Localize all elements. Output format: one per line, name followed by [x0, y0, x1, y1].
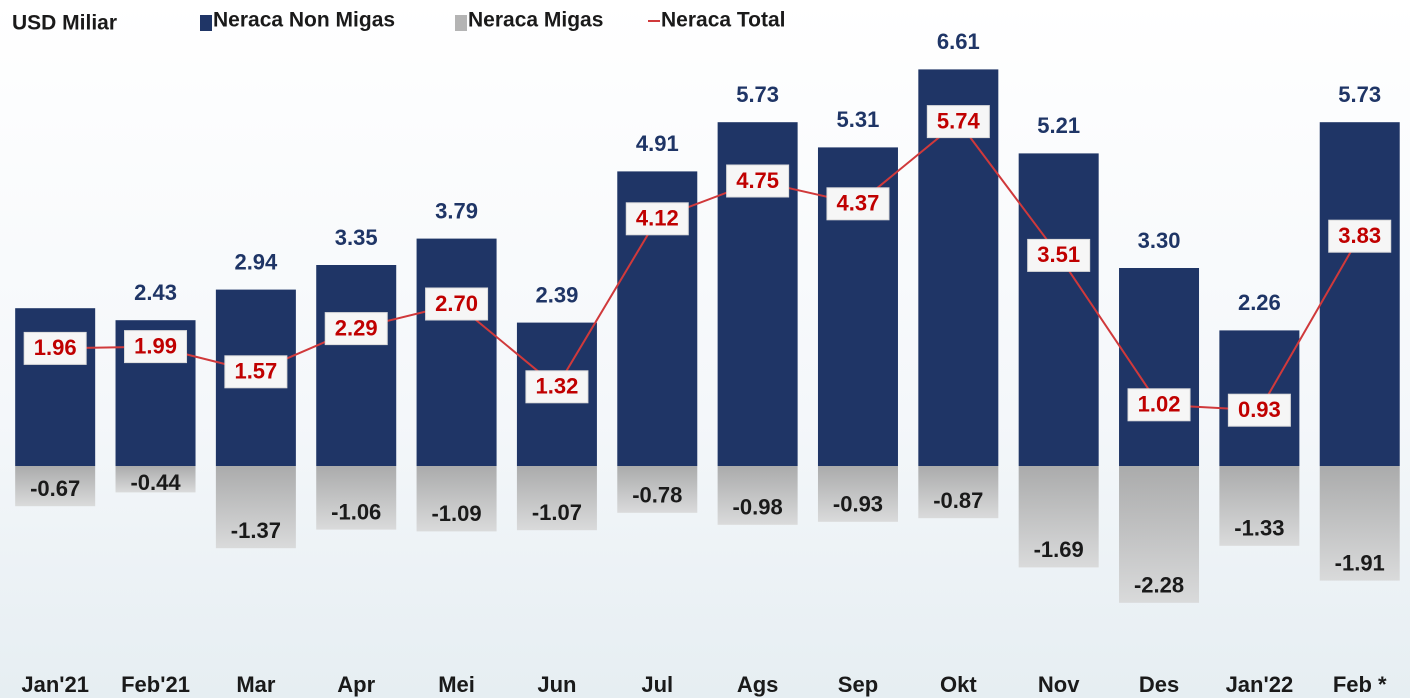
non-migas-label: 2.94	[234, 249, 278, 274]
migas-label: -1.69	[1034, 537, 1084, 562]
total-label: 5.74	[937, 108, 981, 133]
total-label-box	[625, 202, 689, 236]
migas-bar	[316, 466, 397, 530]
total-label: 0.93	[1238, 397, 1281, 422]
non-migas-label: 2.43	[134, 280, 177, 305]
migas-label: -0.67	[30, 476, 80, 501]
migas-bar	[416, 466, 497, 532]
total-label-box	[1328, 219, 1392, 253]
x-tick-label: Sep	[838, 672, 878, 697]
non-migas-label: 5.21	[1037, 113, 1080, 138]
total-label: 4.37	[837, 191, 880, 216]
total-label-box	[1127, 388, 1191, 422]
total-label: 4.75	[736, 168, 779, 193]
non-migas-label: 3.79	[435, 198, 478, 223]
legend-swatch	[455, 15, 467, 31]
migas-label: -0.44	[130, 470, 181, 495]
migas-bar	[617, 466, 698, 513]
migas-bar	[918, 466, 999, 519]
total-label: 2.70	[435, 291, 478, 316]
legend-swatch	[200, 15, 212, 31]
total-label-box	[926, 105, 990, 139]
migas-bar	[817, 466, 898, 522]
total-label-box	[1027, 238, 1091, 272]
total-label: 4.12	[636, 206, 679, 231]
total-label: 1.99	[134, 333, 177, 358]
non-migas-bar	[1319, 122, 1400, 466]
total-label-box	[23, 331, 87, 365]
total-label-box	[826, 187, 890, 221]
migas-label: -0.93	[833, 492, 883, 517]
non-migas-label: 2.39	[536, 282, 579, 307]
migas-bar	[1219, 466, 1300, 546]
non-migas-label: 3.30	[1138, 228, 1181, 253]
non-migas-label: 5.73	[736, 82, 779, 107]
migas-bar	[15, 466, 96, 507]
migas-bar	[516, 466, 597, 531]
legend-label: Neraca Migas	[468, 9, 603, 32]
migas-label: -1.07	[532, 500, 582, 525]
total-label: 2.29	[335, 315, 378, 340]
migas-bar	[1119, 466, 1200, 603]
migas-label: -0.98	[733, 495, 783, 520]
migas-bar	[115, 466, 196, 493]
x-tick-label: Mei	[438, 672, 475, 697]
total-label-box	[224, 355, 288, 389]
x-tick-label: Jun	[537, 672, 576, 697]
non-migas-bar	[15, 308, 96, 466]
total-label-box	[124, 330, 188, 364]
total-label-box	[1227, 393, 1291, 427]
migas-label: -1.33	[1234, 516, 1284, 541]
total-label-box	[726, 164, 790, 198]
total-label: 3.83	[1338, 223, 1381, 248]
non-migas-label: 5.31	[837, 107, 880, 132]
x-tick-label: Ags	[737, 672, 779, 697]
total-label-box	[425, 287, 489, 321]
x-tick-label: Des	[1139, 672, 1179, 697]
total-label: 1.02	[1138, 392, 1181, 417]
migas-label: -1.91	[1335, 550, 1385, 575]
x-tick-label: Nov	[1038, 672, 1080, 697]
x-tick-label: Feb'21	[121, 672, 190, 697]
x-tick-label: Jan'21	[21, 672, 89, 697]
legend-label: Neraca Total	[661, 9, 786, 32]
total-label-box	[525, 370, 589, 404]
migas-label: -1.09	[431, 501, 481, 526]
non-migas-bar	[1119, 268, 1200, 466]
migas-label: -1.06	[331, 499, 381, 524]
migas-bar	[1319, 466, 1400, 581]
x-tick-label: Okt	[940, 672, 977, 697]
non-migas-label: 4.91	[636, 131, 679, 156]
x-tick-label: Mar	[236, 672, 276, 697]
total-label: 1.96	[34, 335, 77, 360]
migas-bar	[1018, 466, 1099, 568]
non-migas-label: 5.73	[1338, 82, 1381, 107]
x-tick-label: Feb *	[1333, 672, 1387, 697]
x-tick-label: Apr	[337, 672, 375, 697]
total-label: 3.51	[1037, 242, 1080, 267]
non-migas-label: 6.61	[937, 29, 980, 54]
migas-bar	[717, 466, 798, 525]
x-tick-label: Jul	[641, 672, 673, 697]
unit-label: USD Miliar	[12, 12, 117, 35]
migas-label: -0.78	[632, 483, 682, 508]
legend-label: Neraca Non Migas	[213, 9, 395, 32]
migas-label: -0.87	[933, 488, 983, 513]
non-migas-bar	[416, 238, 497, 466]
migas-label: -1.37	[231, 518, 281, 543]
non-migas-label: 2.26	[1238, 290, 1281, 315]
non-migas-bar	[316, 265, 397, 466]
non-migas-label: 3.35	[335, 225, 378, 250]
migas-label: -2.28	[1134, 573, 1184, 598]
total-label: 1.57	[234, 359, 277, 384]
total-label: 1.32	[536, 374, 579, 399]
non-migas-bar	[1018, 153, 1099, 466]
x-tick-label: Jan'22	[1226, 672, 1294, 697]
migas-bar	[215, 466, 296, 549]
total-label-box	[324, 312, 388, 346]
